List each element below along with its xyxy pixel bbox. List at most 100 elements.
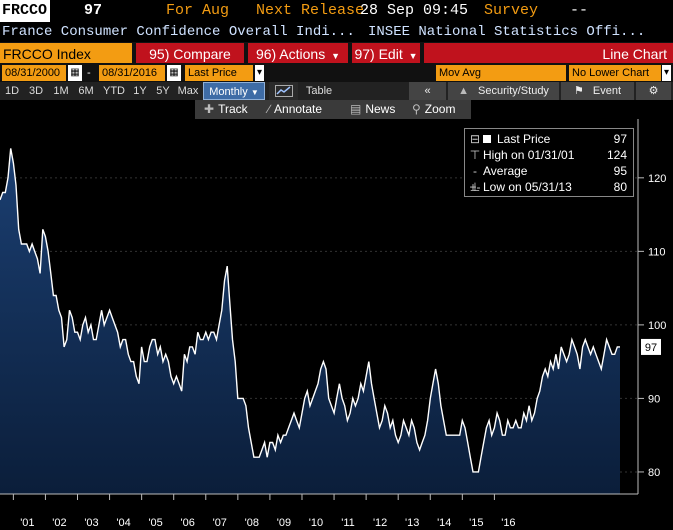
- edit-label: 97) Edit: [354, 46, 403, 62]
- period-6m-button[interactable]: 6M: [78, 85, 94, 97]
- actions-button[interactable]: 96) Actions ▼: [248, 43, 348, 63]
- legend-average-value: 95: [613, 164, 627, 178]
- study-field[interactable]: Mov Avg: [436, 65, 566, 81]
- edit-button[interactable]: 97) Edit ▼: [352, 43, 420, 63]
- calendar-icon[interactable]: ▦: [68, 65, 82, 81]
- chart-tools-bar: ✚ Track ∕ Annotate ▤ News ⚲ Zoom: [0, 100, 673, 119]
- period-bar: 1D 3D 1M 6M YTD 1Y 5Y Max Monthly ▼ Tabl…: [0, 82, 673, 100]
- price-field-select[interactable]: Last Price: [185, 65, 253, 81]
- period-ytd-button[interactable]: YTD: [103, 85, 125, 97]
- current-value-label: 97: [645, 342, 657, 354]
- security-study-button[interactable]: ▲ Security/Study: [447, 82, 559, 100]
- table-view-button[interactable]: Table: [305, 85, 333, 97]
- price-line: [0, 148, 620, 473]
- magnifier-icon: ⚲: [412, 102, 421, 116]
- low-marker-icon: ⊥: [469, 180, 481, 194]
- period-1d-button[interactable]: 1D: [4, 85, 20, 97]
- collapse-left-icon[interactable]: «: [408, 82, 446, 100]
- next-release-label: Next Release: [256, 2, 365, 19]
- survey-value: --: [570, 2, 589, 19]
- x-axis-ticks: '01 '02 '03 '04 '05 '06 '07 '08 '09 '10 '11 '12 '13 '…: [12, 494, 516, 529]
- track-tool[interactable]: ✚ Track: [204, 100, 248, 119]
- start-date-field[interactable]: 08/31/2000: [2, 65, 66, 81]
- news-icon: ▤: [350, 102, 362, 116]
- x-tick-label: '15: [469, 517, 483, 529]
- period-1y-button[interactable]: 1Y: [133, 85, 147, 97]
- actions-label: 96) Actions: [255, 46, 326, 62]
- chevron-down-icon: ▼: [331, 51, 341, 61]
- chevron-down-icon: ▼: [250, 88, 259, 97]
- zoom-tool[interactable]: ⚲ Zoom: [412, 100, 455, 119]
- y-tick-label: 90: [648, 393, 660, 405]
- calendar-icon[interactable]: ▦: [167, 65, 181, 81]
- legend-high: ⊤ High on 01/31/01 124: [469, 147, 631, 163]
- event-label: Event: [592, 85, 622, 97]
- chevron-down-icon: ▼: [408, 51, 418, 61]
- y-tick-label: 110: [648, 246, 666, 258]
- x-tick-label: '02: [52, 517, 66, 529]
- ticker-symbol[interactable]: FRCCO: [0, 0, 50, 22]
- legend-high-label: High on 01/31/01: [483, 148, 575, 162]
- annotate-tool[interactable]: ∕ Annotate: [268, 100, 322, 119]
- x-tick-label: '07: [213, 517, 227, 529]
- chevron-down-icon[interactable]: ▾: [662, 65, 671, 81]
- chevron-down-icon[interactable]: ▾: [255, 65, 264, 81]
- date-range-bar: 08/31/2000 ▦ - 08/31/2016 ▦ Last Price ▾…: [0, 64, 673, 82]
- period-max-button[interactable]: Max: [177, 85, 199, 97]
- news-tool[interactable]: ▤ News: [350, 100, 395, 119]
- legend-last-price-value: 97: [613, 132, 627, 146]
- chart-legend[interactable]: ⊟ Last Price 97 ⊤ High on 01/31/01 124 -…: [464, 128, 634, 197]
- line-chart-icon[interactable]: [268, 82, 298, 100]
- x-tick-label: '09: [277, 517, 291, 529]
- survey-label: Survey: [484, 2, 539, 19]
- period-label: For Aug: [166, 2, 230, 19]
- chart-type-button[interactable]: Line Chart: [424, 43, 673, 63]
- flag-icon: ⚑: [573, 85, 584, 97]
- lower-chart-select[interactable]: No Lower Chart: [569, 65, 661, 81]
- legend-low-label: Low on 05/31/13: [483, 180, 572, 194]
- legend-high-value: 124: [606, 148, 627, 162]
- chart-tools-strip: [195, 100, 471, 119]
- legend-average: -+- Average 95: [469, 163, 631, 194]
- compare-button[interactable]: 95) Compare: [136, 43, 244, 63]
- x-tick-label: '16: [501, 517, 515, 529]
- x-tick-label: '10: [309, 517, 323, 529]
- x-tick-label: '14: [437, 517, 451, 529]
- track-label: Track: [218, 102, 248, 116]
- y-tick-label: 120: [648, 173, 666, 185]
- security-header: FRCCO 97 For Aug Next Release 28 Sep 09:…: [0, 0, 673, 22]
- x-tick-label: '01: [20, 517, 34, 529]
- x-tick-label: '05: [148, 517, 162, 529]
- pencil-icon: ∕: [268, 102, 271, 116]
- high-marker-icon: ⊤: [469, 148, 481, 162]
- x-tick-label: '03: [84, 517, 98, 529]
- zoom-label: Zoom: [424, 102, 456, 116]
- price-area: [0, 148, 620, 494]
- news-label: News: [365, 102, 396, 116]
- security-source: INSEE National Statistics Offi...: [368, 24, 646, 40]
- legend-low: ⊥ Low on 05/31/13 80: [469, 179, 631, 195]
- series-color-swatch: [483, 135, 491, 143]
- gear-icon[interactable]: ⚙: [635, 82, 671, 100]
- x-tick-label: '12: [373, 517, 387, 529]
- period-1m-button[interactable]: 1M: [53, 85, 69, 97]
- x-tick-label: '06: [181, 517, 195, 529]
- last-value: 97: [84, 2, 103, 19]
- event-button[interactable]: ⚑ Event: [560, 82, 634, 100]
- chart-area-icon: ▲: [458, 85, 469, 97]
- period-5y-button[interactable]: 5Y: [156, 85, 170, 97]
- main-toolbar: FRCCO Index 95) Compare 96) Actions ▼ 97…: [0, 42, 673, 64]
- period-3d-button[interactable]: 3D: [28, 85, 44, 97]
- crosshair-icon: ✚: [204, 102, 215, 116]
- legend-last-price: ⊟ Last Price 97: [469, 131, 631, 147]
- legend-low-value: 80: [613, 180, 627, 194]
- average-marker-icon: -+-: [469, 164, 481, 194]
- x-tick-label: '11: [341, 517, 355, 529]
- security-description: France Consumer Confidence Overall Indi.…: [0, 22, 673, 42]
- x-tick-label: '13: [405, 517, 419, 529]
- end-date-field[interactable]: 08/31/2016: [99, 65, 165, 81]
- security-field[interactable]: FRCCO Index: [0, 43, 132, 63]
- expand-icon[interactable]: ⊟: [469, 132, 481, 146]
- security-name: France Consumer Confidence Overall Indi.…: [2, 24, 355, 40]
- frequency-select[interactable]: Monthly ▼: [203, 82, 265, 100]
